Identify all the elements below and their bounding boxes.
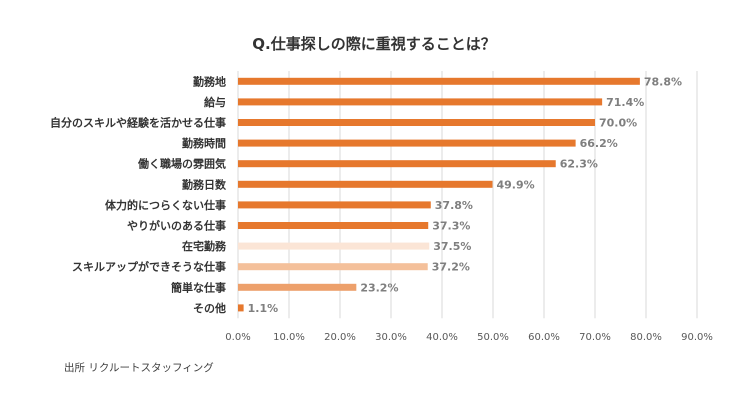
x-tick-label: 0.0% (225, 332, 250, 343)
bar (238, 98, 603, 106)
value-label: 37.8% (435, 199, 473, 212)
bar (238, 119, 595, 126)
value-label: 70.0% (599, 117, 637, 130)
bar (238, 222, 429, 229)
value-label: 1.1% (248, 302, 279, 315)
value-label: 37.2% (432, 261, 470, 274)
x-tick-label: 60.0% (528, 332, 560, 343)
category-label: 簡単な仕事 (171, 280, 226, 294)
bar (238, 180, 493, 188)
x-tick-label: 20.0% (324, 332, 356, 343)
value-label: 62.3% (560, 158, 598, 171)
bar (238, 160, 556, 168)
value-label: 23.2% (360, 281, 398, 294)
chart-title: Q.仕事探しの際に重視することは？ (252, 35, 495, 53)
value-label: 37.5% (433, 240, 471, 253)
x-tick-label: 80.0% (630, 332, 662, 343)
category-label: スキルアップができそうな仕事 (72, 260, 226, 274)
bar (238, 263, 428, 271)
category-label: その他 (193, 301, 226, 315)
category-label: やりがいのある仕事 (127, 219, 226, 233)
category-labels: 勤務地給与自分のスキルや経験を活かせる仕事勤務時間働く職場の雰囲気勤務日数体力的… (50, 74, 227, 315)
bar (238, 139, 576, 147)
value-label: 71.4% (606, 96, 644, 109)
category-label: 勤務地 (193, 74, 226, 88)
bar (238, 242, 430, 250)
category-label: 勤務時間 (182, 136, 226, 150)
gridlines (237, 71, 698, 319)
value-label: 49.9% (496, 178, 534, 191)
x-tick-label: 70.0% (579, 332, 611, 343)
x-axis-ticks: 0.0% 10.0% 20.0% 30.0% 40.0% 50.0% 60.0% 70.0% 8… (225, 332, 713, 343)
category-label: 給与 (204, 95, 226, 109)
category-label: 体力的につらくない仕事 (105, 198, 226, 212)
bar (238, 201, 431, 209)
category-label: 勤務日数 (182, 177, 227, 191)
bar (238, 77, 640, 85)
x-tick-label: 40.0% (426, 332, 458, 343)
source-note: 出所 リクルートスタッフィング (64, 361, 214, 374)
x-tick-label: 30.0% (375, 332, 407, 343)
x-tick-label: 90.0% (681, 332, 713, 343)
category-label: 働く職場の雰囲気 (137, 157, 226, 171)
x-tick-label: 10.0% (273, 332, 305, 343)
value-labels: 78.8%71.4% 70.0% 66.2% 62.3% 49.9% 37.8% 37.3%… (248, 75, 682, 315)
value-label: 66.2% (580, 137, 618, 150)
bar (238, 304, 244, 312)
bars (238, 77, 640, 312)
value-label: 37.3% (432, 220, 470, 233)
bar (238, 283, 357, 291)
category-label: 在宅勤務 (182, 239, 227, 253)
value-label: 78.8% (644, 75, 682, 88)
x-tick-label: 50.0% (477, 332, 509, 343)
category-label: 自分のスキルや経験を活かせる仕事 (50, 116, 226, 130)
